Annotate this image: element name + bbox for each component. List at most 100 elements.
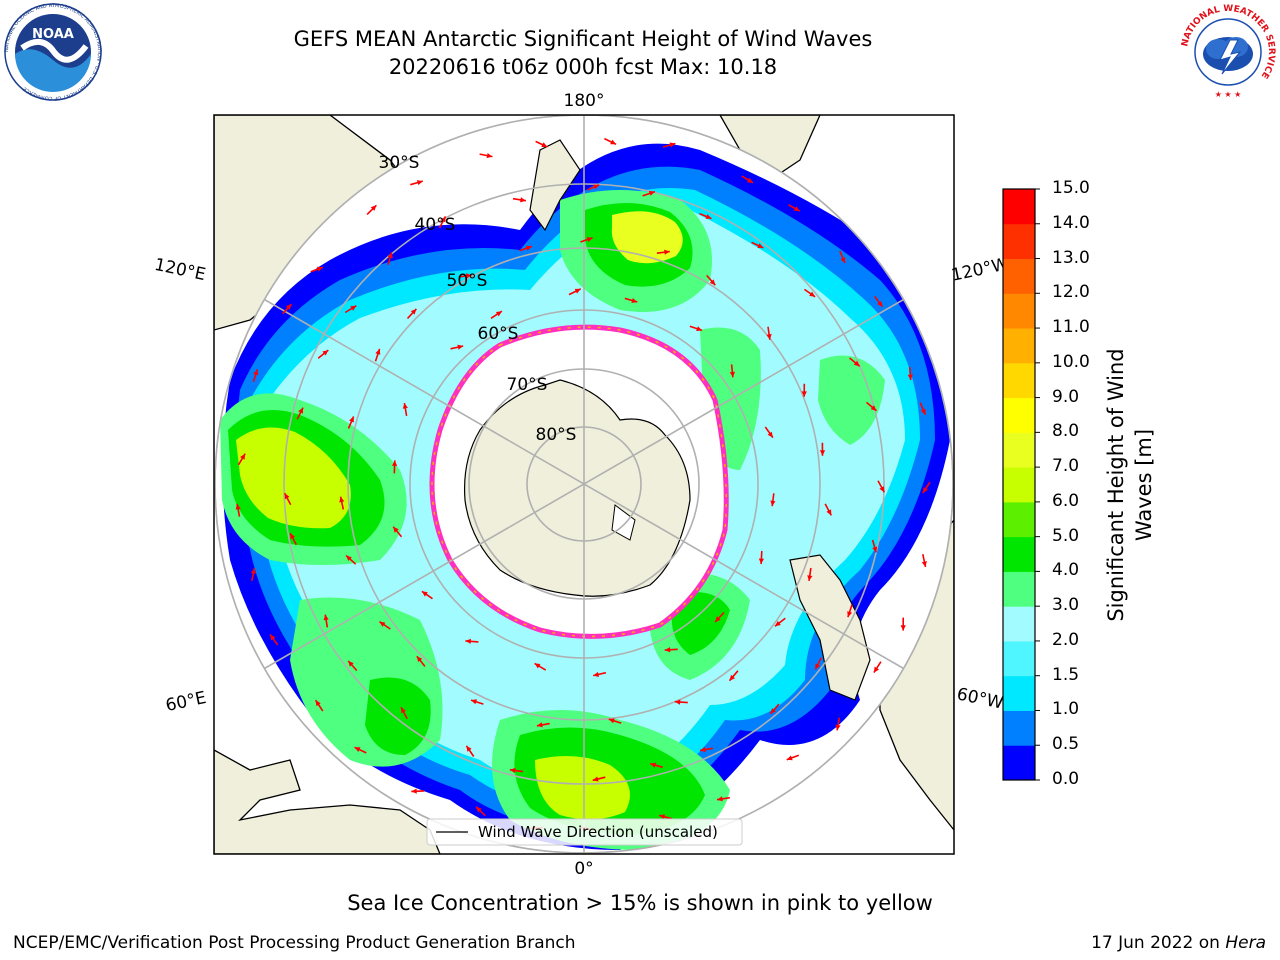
colorbar-segment (1003, 328, 1035, 364)
lon-label-0: 0° (574, 859, 593, 879)
colorbar-segment (1003, 362, 1035, 399)
sea-ice-edge (429, 324, 729, 639)
graticule (215, 115, 953, 853)
wind-arrow-head (853, 360, 860, 367)
colorbar-label: Significant Height of Wind Waves [m] (1104, 348, 1156, 622)
wind-arrow-head (465, 273, 472, 279)
wind-arrow-head (520, 197, 526, 203)
wind-arrow-head (709, 279, 716, 286)
wind-arrow-head (298, 407, 303, 414)
lat-label-50s: 50°S (447, 271, 488, 291)
lon-label-120w: 120°W (950, 254, 1011, 286)
nws-logo: NATIONAL WEATHER SERVICE ★ ★ ★ (1180, 4, 1276, 100)
wind-arrow-head (715, 616, 721, 622)
wind-arrow-head (290, 533, 296, 540)
colorbar-tick-label: 2.0 (1052, 629, 1080, 650)
wind-arrow-head (757, 243, 764, 248)
lon-label-60e: 60°E (164, 688, 208, 716)
wind-arrow-head (610, 139, 617, 145)
wind-arrow-head (525, 245, 532, 251)
colorbar-segment (1003, 189, 1035, 225)
wind-arrow-head (465, 638, 471, 644)
colorbar-tick-label: 14.0 (1052, 212, 1090, 233)
wind-arrow-head (317, 266, 323, 272)
wind-arrow-head (819, 450, 826, 456)
wind-arrow-head (631, 298, 638, 303)
wind-arrow-head (873, 666, 879, 673)
wind-arrow-head (440, 216, 446, 223)
colorbar-segment (1003, 432, 1035, 468)
colorbar-tick-label: 4.0 (1052, 560, 1080, 581)
colorbar-tick-label: 15.0 (1052, 178, 1090, 198)
wind-arrow-head (809, 291, 816, 297)
wind-arrow-head (747, 177, 753, 183)
wind-arrow-head (593, 184, 600, 190)
wind-arrow-head (285, 304, 292, 310)
wind-arrow-head (870, 405, 877, 411)
wind-arrow-head (348, 660, 354, 667)
lon-label-180: 180° (564, 91, 605, 111)
colorbar-tick-label: 7.0 (1052, 456, 1080, 477)
wind-arrow-head (354, 747, 361, 752)
noaa-logo: NATIONAL OCEANIC AND ATMOSPHERIC ADMINIS… (4, 3, 102, 101)
wind-arrow-head (922, 487, 928, 493)
colorbar-tick-label: 12.0 (1052, 282, 1090, 303)
lat-label-70s: 70°S (507, 375, 548, 395)
wind-arrow-head (826, 509, 832, 516)
footer-credit: NCEP/EMC/Verification Post Processing Pr… (13, 933, 576, 953)
colorbar-segment (1003, 640, 1035, 677)
wind-arrow-head (284, 493, 290, 500)
map-title: GEFS MEAN Antarctic Significant Height o… (293, 27, 873, 51)
lat-label-40s: 40°S (415, 215, 456, 235)
colorbar-tick-label: 1.0 (1052, 699, 1080, 720)
colorbar-segment (1003, 536, 1035, 572)
colorbar-segment (1003, 258, 1035, 294)
wind-arrow-head (879, 486, 885, 493)
colorbar-frame (1002, 188, 1036, 781)
wind-arrow-head (534, 663, 541, 669)
colorbar (1003, 188, 1040, 781)
lat-label-30s: 30°S (379, 153, 420, 173)
wind-arrow-head (346, 555, 352, 561)
wind-arrow-head (350, 305, 357, 311)
wind-arrow-head (729, 371, 735, 378)
colorbar-segment (1003, 745, 1035, 781)
wind-arrow-head (410, 308, 417, 315)
footer-date: 17 Jun 2022 on Hera (1091, 933, 1266, 953)
wind-arrow-head (457, 344, 464, 350)
colorbar-segment (1003, 606, 1035, 642)
map-legend: Wind Wave Direction (unscaled) (426, 818, 743, 846)
wind-arrow-head (370, 205, 377, 211)
wind-arrow-head (770, 708, 776, 714)
wind-arrow-head (664, 249, 670, 255)
lat-labels: 30°S 40°S 50°S 60°S 70°S 80°S (379, 153, 577, 445)
wind-arrow-head (669, 142, 676, 148)
wind-arrow-head (674, 699, 681, 705)
colorbar-tick-label: 10.0 (1052, 351, 1090, 372)
wind-arrow-head (920, 408, 926, 415)
colorbar-segment (1003, 501, 1035, 538)
wind-arrow-head (495, 311, 502, 317)
wind-arrow-head (786, 755, 793, 761)
wind-arrow-head (466, 745, 472, 752)
wind-arrow-head (659, 814, 665, 820)
wind-arrow-head (758, 558, 764, 564)
colorbar-tick-label: 0.5 (1052, 734, 1080, 755)
wind-arrow-head (766, 334, 772, 340)
wind-arrow-head (574, 288, 581, 294)
wind-arrow-head (770, 500, 776, 507)
wind-arrow-head (240, 453, 246, 460)
wind-arrow-head (696, 326, 703, 332)
wind-arrow-head (486, 153, 493, 159)
wind-arrow-head (608, 718, 615, 724)
wind-arrow-head (801, 391, 807, 397)
nz-edge-land (719, 115, 821, 181)
wind-arrows (235, 137, 931, 832)
wind-arrow-head (250, 568, 256, 574)
wind-arrow-head (421, 591, 428, 597)
wind-arrow-head (592, 776, 599, 782)
colorbar-tick-label: 9.0 (1052, 386, 1080, 407)
wind-arrow-head (471, 699, 477, 705)
colorbar-tick-label: 8.0 (1052, 421, 1080, 442)
